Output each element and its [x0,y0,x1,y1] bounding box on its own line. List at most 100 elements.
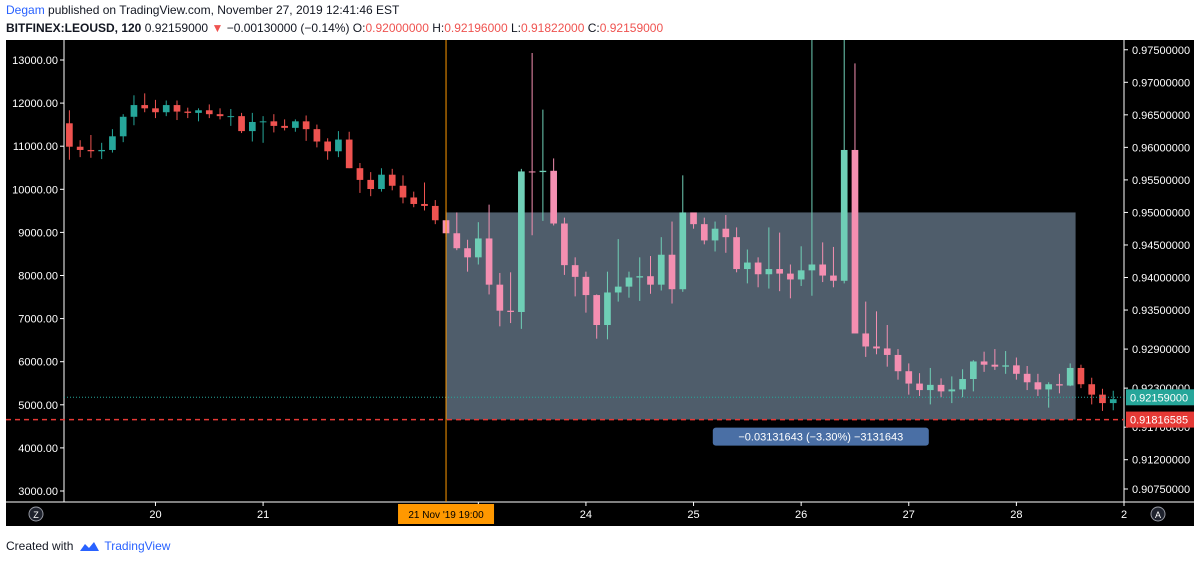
left-axis-label: 7000.00 [18,314,58,326]
time-axis-label: 24 [580,509,592,521]
low-price-label: 0.91816585 [1130,415,1188,427]
candle-body [873,346,880,349]
candle-body [647,276,654,285]
candle-body [367,179,375,190]
measure-label: −0.03131643 (−3.30%) −3131643 [738,432,903,444]
chart-area[interactable]: 13000.00 12000.00 11000.00 10000.00 9000.00 8… [6,36,1194,526]
time-axis-label: 26 [795,509,807,521]
author-link[interactable]: Degam [6,3,45,17]
candle-body [216,114,224,117]
candle-body [970,361,977,380]
candle-body [819,264,827,276]
candle-body [388,174,396,186]
candle-body [281,125,288,128]
candle-body [722,228,730,238]
candle-body [539,170,547,173]
left-axis-label: 6000.00 [18,357,58,369]
publish-line: Degam published on TradingView.com, Nove… [6,3,399,17]
candle-body [991,364,999,367]
candle-body [636,276,644,278]
candlestick-chart[interactable]: 13000.00 12000.00 11000.00 10000.00 9000.00 8… [6,36,1194,526]
candle-body [76,146,84,150]
time-axis-label: 20 [149,509,161,521]
candle-body [453,233,461,249]
time-axis-label: 25 [687,509,699,521]
cursor-time-badge [398,504,495,524]
right-axis-label: 0.92900000 [1132,344,1190,356]
right-axis-label: 0.94500000 [1132,240,1190,252]
candle-body [292,121,299,128]
candle-body [302,121,310,130]
candle-body [776,269,783,274]
left-axis-label: 5000.00 [18,400,58,412]
candle-body [711,228,719,241]
right-axis-label: 0.91200000 [1132,455,1190,467]
right-axis-label: 0.95000000 [1132,207,1190,219]
symbol-line: BITFINEX:LEOUSD, 120 0.92159000 ▼ −0.001… [6,21,663,35]
time-axis-label: 28 [1010,509,1022,521]
candle-body [485,238,493,285]
left-axis-label: 11000.00 [13,141,58,153]
time-axis-label: 27 [903,509,915,521]
candle-body [87,149,95,152]
scale-a-label: A [1155,510,1161,520]
candle-body [496,284,504,311]
candle-body [959,379,966,390]
candle-body [227,116,235,118]
low-label: L: [510,21,521,35]
candle-body [744,262,751,270]
candle-body [916,383,923,391]
price-change: −0.00130000 (−0.14%) [226,21,350,35]
measure-label-box [712,427,929,446]
candle-body [356,168,364,180]
candle-body [862,333,870,347]
candle-body [109,136,116,150]
high-label: H: [432,21,445,35]
candle-body [571,265,579,277]
candle-body [162,105,170,113]
candle-body [787,273,794,280]
candle-body [550,170,557,224]
measure-box [446,212,1076,420]
candle-body [205,110,213,115]
right-axis-label: 0.96000000 [1132,142,1190,154]
high-value: 0.92196000 [444,21,508,35]
candle-body [66,123,73,147]
candle-body [625,277,633,287]
candle-body [184,111,192,113]
candle-body [335,139,342,152]
open-value: 0.92000000 [365,21,429,35]
tradingview-brand[interactable]: TradingView [104,539,171,553]
right-axis-label: 0.97000000 [1132,77,1190,89]
candle-body [604,292,611,326]
candle-body [754,262,762,275]
right-axis-label: 0.93500000 [1132,305,1190,317]
candle-body [1099,394,1106,404]
candle-body [1109,399,1117,404]
candle-body [528,171,536,173]
scale-z-button [28,506,44,522]
right-axis-label: 0.90750000 [1132,484,1190,496]
published-text: published on TradingView.com, November 2… [48,3,400,17]
candle-body [1088,384,1096,395]
candle-body [582,276,590,296]
candle-body [195,110,202,113]
low-price-badge [1126,411,1194,428]
symbol-name[interactable]: BITFINEX:LEOUSD, 120 [6,21,142,35]
left-axis-label: 10000.00 [12,184,58,196]
candle-body [561,223,568,266]
candle-body [700,224,708,241]
candle-body [1066,367,1074,386]
candle-body [830,275,837,281]
left-axis-background [6,40,64,502]
candle-body [474,238,482,258]
candle-body [431,205,439,221]
time-axis-label: 21 [257,509,269,521]
left-axis-label: 13000.00 [12,55,58,67]
candle-body [248,121,256,132]
candle-body [668,254,676,290]
candle-body [259,121,267,123]
candle-body [98,149,106,152]
candle-body [270,121,278,126]
close-value: 0.92159000 [599,21,664,35]
